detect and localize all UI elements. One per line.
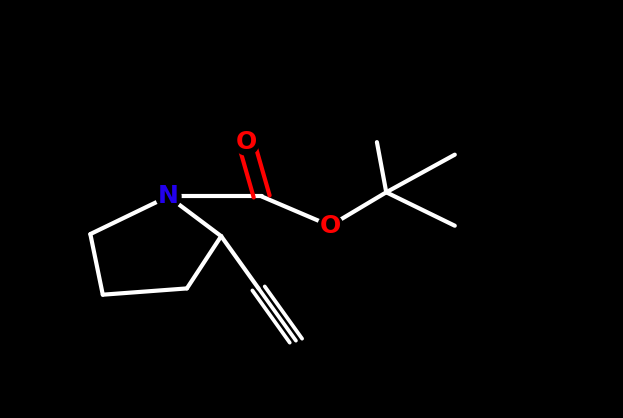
Text: O: O	[320, 214, 341, 238]
Text: O: O	[235, 130, 257, 154]
Text: N: N	[158, 184, 179, 209]
